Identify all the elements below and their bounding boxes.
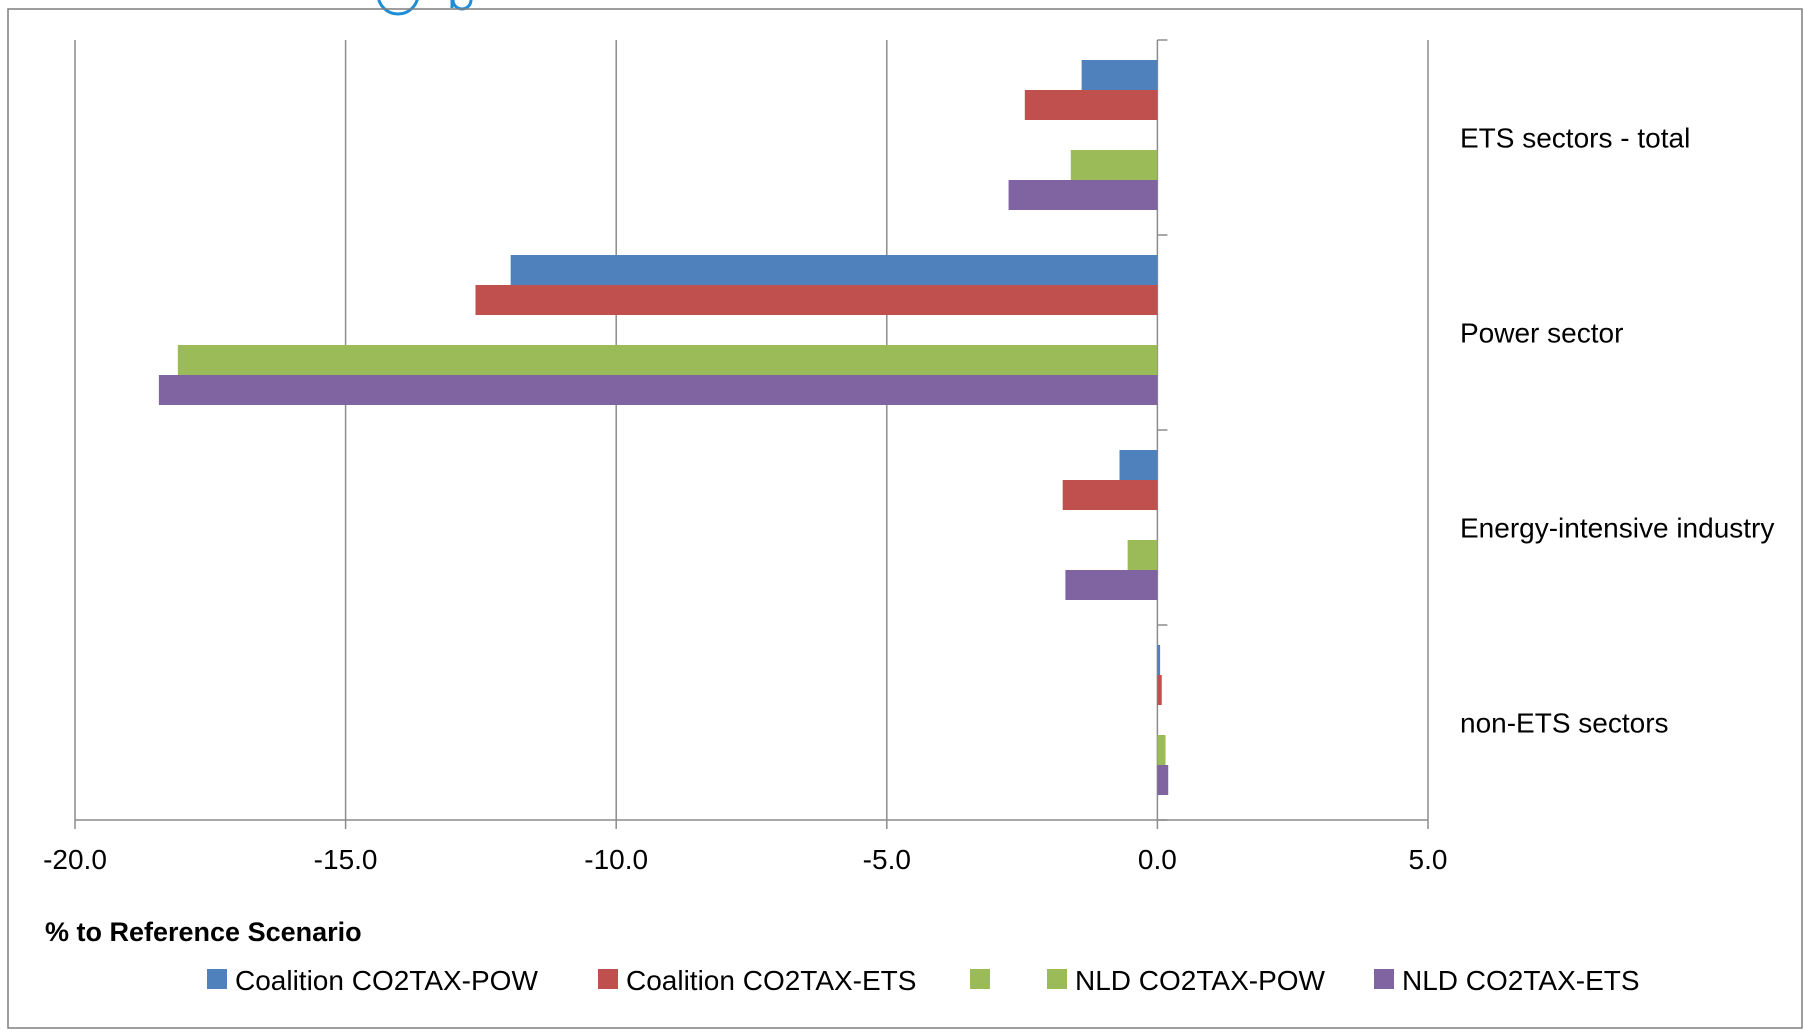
bar bbox=[475, 285, 1158, 315]
legend-label: NLD CO2TAX-POW bbox=[1075, 965, 1326, 996]
bar bbox=[1157, 675, 1162, 705]
bar bbox=[158, 375, 1158, 405]
legend-label: Coalition CO2TAX-POW bbox=[235, 965, 538, 996]
bar bbox=[1157, 735, 1166, 765]
bar bbox=[1157, 765, 1169, 795]
x-tick-label: -10.0 bbox=[584, 844, 648, 875]
legend-label: NLD CO2TAX-ETS bbox=[1402, 965, 1640, 996]
x-tick-label: -20.0 bbox=[43, 844, 107, 875]
category-label: non-ETS sectors bbox=[1460, 708, 1669, 739]
x-axis-title: % to Reference Scenario bbox=[45, 917, 362, 947]
bar bbox=[1065, 570, 1158, 600]
legend-label: Coalition CO2TAX-ETS bbox=[626, 965, 916, 996]
legend-swatch bbox=[1047, 969, 1067, 989]
labels: % to Reference Scenario -20.0 -15.0 -10.0 -… bbox=[43, 123, 1774, 948]
bar bbox=[177, 345, 1158, 375]
x-tick-label: -15.0 bbox=[314, 844, 378, 875]
bar bbox=[1157, 645, 1161, 675]
bar bbox=[1081, 60, 1158, 90]
legend-swatch bbox=[970, 969, 990, 989]
category-label: Energy-intensive industry bbox=[1460, 513, 1774, 544]
axes bbox=[74, 39, 1429, 829]
x-tick-label: 5.0 bbox=[1409, 844, 1448, 875]
x-tick-label: 0.0 bbox=[1138, 844, 1177, 875]
legend: Coalition CO2TAX-POW Coalition CO2TAX-ETS… bbox=[207, 965, 1640, 996]
bar bbox=[1127, 540, 1158, 570]
legend-swatch bbox=[1374, 969, 1394, 989]
bar bbox=[1008, 180, 1158, 210]
x-tick-label: -5.0 bbox=[863, 844, 911, 875]
title-partial bbox=[377, 0, 473, 16]
category-label: Power sector bbox=[1460, 318, 1623, 349]
chart-border bbox=[7, 8, 1803, 1029]
bar bbox=[1024, 90, 1158, 120]
category-label: ETS sectors - total bbox=[1460, 123, 1690, 154]
legend-swatch bbox=[598, 969, 618, 989]
bar bbox=[1070, 150, 1158, 180]
gridlines bbox=[74, 40, 1429, 820]
bar bbox=[1062, 480, 1158, 510]
bar bbox=[510, 255, 1158, 285]
legend-swatch bbox=[207, 969, 227, 989]
bars bbox=[158, 60, 1169, 795]
bar bbox=[1119, 450, 1158, 480]
